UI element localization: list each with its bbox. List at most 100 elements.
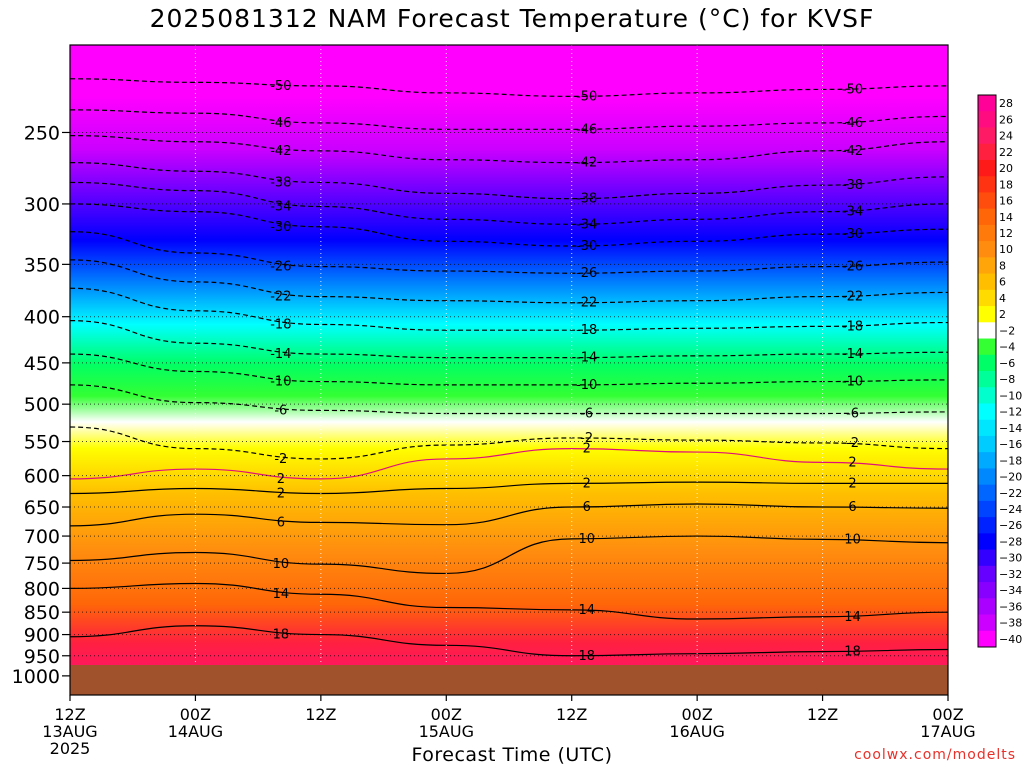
- y-tick-label: 300: [24, 194, 60, 216]
- isotherm-label: -34: [270, 200, 291, 215]
- colorbar-label: 16: [999, 195, 1013, 208]
- colorbar-swatch: [978, 403, 996, 421]
- isotherm-line: [69, 287, 949, 331]
- x-tick-label: 00Z: [180, 705, 211, 724]
- x-tick-label: 12Z: [556, 705, 587, 724]
- y-tick-label: 850: [24, 602, 60, 624]
- isotherm-line: [69, 203, 949, 247]
- isotherm-label: -14: [842, 347, 863, 362]
- isotherm-label: -10: [576, 378, 597, 393]
- isotherm-line: [69, 426, 949, 460]
- colorbar-swatch: [978, 322, 996, 340]
- isotherm-label: -18: [842, 319, 863, 334]
- x-axis-title: Forecast Time (UTC): [411, 744, 613, 766]
- y-tick-label: 400: [24, 307, 60, 329]
- isotherm-line: [69, 181, 949, 225]
- colorbar-label: 12: [999, 227, 1013, 240]
- isotherm-label: -26: [270, 260, 291, 275]
- isotherm-label: -46: [270, 116, 291, 131]
- isotherm-line: [69, 503, 949, 527]
- isotherm-line: [69, 582, 949, 620]
- colorbar-label: 14: [999, 211, 1013, 224]
- colorbar-label: 10: [999, 243, 1013, 256]
- x-tick-label: 12Z: [54, 705, 85, 724]
- credit-link[interactable]: coolwx.com/modelts: [854, 747, 1016, 763]
- isotherm-line: [69, 384, 949, 415]
- isotherm-label: -22: [270, 290, 291, 305]
- colorbar-label: 26: [999, 113, 1013, 126]
- y-tick-label: 650: [24, 497, 60, 519]
- colorbar-label: −20: [999, 471, 1022, 484]
- isotherm-label: -6: [274, 403, 287, 418]
- isotherm-label: -10: [270, 375, 291, 390]
- y-tick-label: 550: [24, 432, 60, 454]
- colorbar-label: −34: [999, 584, 1022, 597]
- isotherm-label: -2: [274, 452, 287, 467]
- y-tick-label: 350: [24, 254, 60, 276]
- colorbar-swatch: [978, 208, 996, 226]
- colorbar-swatch: [978, 224, 996, 242]
- isotherm-label: -42: [576, 156, 597, 171]
- y-tick-label: 900: [24, 625, 60, 647]
- colorbar-label: 24: [999, 130, 1013, 143]
- isotherm-label: -34: [576, 217, 597, 232]
- colorbar-label: −16: [999, 438, 1022, 451]
- colorbar-label: 22: [999, 146, 1013, 159]
- isotherm-line: [69, 259, 949, 304]
- isotherm-line: [69, 535, 949, 575]
- ground-layer: [70, 665, 948, 695]
- colorbar-label: −10: [999, 389, 1022, 402]
- colorbar-swatch: [978, 371, 996, 388]
- colorbar-label: 18: [999, 178, 1013, 191]
- colorbar-label: −8: [999, 373, 1015, 386]
- colorbar-swatch: [978, 192, 996, 210]
- isotherm-label: -38: [576, 192, 597, 207]
- colorbar-swatch: [978, 630, 996, 648]
- colorbar-swatch: [978, 517, 996, 534]
- isotherm-layer: -50 -50 -50 -46 -46 -46 -42 -42 -42 -38 -38 -38 -34 -…: [69, 78, 949, 664]
- isotherm-label: 10: [844, 532, 861, 547]
- isotherm-label: -26: [576, 266, 597, 281]
- colorbar-label: −40: [999, 633, 1022, 646]
- isotherm-label: -14: [576, 351, 597, 366]
- colorbar-label: −2: [999, 324, 1015, 337]
- colorbar-swatch: [978, 565, 996, 583]
- isotherm-label: -34: [842, 205, 863, 220]
- isotherm-label: -22: [842, 290, 863, 305]
- x-tick-date: 16AUG: [669, 722, 724, 741]
- y-tick-label: 250: [24, 122, 60, 144]
- x-tick-label: 00Z: [681, 705, 712, 724]
- colorbar-label: −12: [999, 406, 1022, 419]
- isotherm-label: 14: [578, 603, 595, 618]
- colorbar-swatch: [978, 111, 996, 128]
- isotherm-label: 2: [583, 476, 591, 491]
- colorbar-swatch: [978, 289, 996, 307]
- isotherm-label: -50: [842, 82, 863, 97]
- plot-area: [70, 45, 948, 695]
- isotherm-label: 6: [848, 500, 856, 515]
- colorbar-swatch: [978, 176, 996, 193]
- colorbar-swatch: [978, 533, 996, 551]
- colorbar-swatch: [978, 419, 996, 437]
- isotherm-label: -50: [576, 89, 597, 104]
- isotherm-label: 2: [848, 476, 856, 491]
- isotherm-label: 2: [583, 442, 591, 457]
- y-tick-label: 800: [24, 578, 60, 600]
- isotherm-label: -2: [846, 436, 859, 451]
- isotherm-line: [69, 162, 949, 200]
- colorbar-label: −38: [999, 617, 1022, 630]
- isotherm-label: -30: [576, 239, 597, 254]
- colorbar-label: 2: [999, 308, 1006, 321]
- isotherm-label: -26: [842, 260, 863, 275]
- colorbar-label: −32: [999, 568, 1022, 581]
- colorbar-swatch: [978, 143, 996, 161]
- colorbar-swatch: [978, 549, 996, 567]
- colorbar-swatch: [978, 468, 996, 486]
- isotherm-label: -22: [576, 296, 597, 311]
- colorbar-label: −22: [999, 487, 1022, 500]
- colorbar-swatch: [978, 484, 996, 502]
- isotherm-label: 14: [844, 610, 861, 625]
- y-tick-label: 1000: [12, 666, 60, 688]
- isotherm-line: [69, 481, 948, 495]
- colorbar: 28 26 24 22 20 18 16 14 12 10 8 6 4 2 −2 −4 −6 −8 −10 −12 −1…: [977, 94, 1022, 648]
